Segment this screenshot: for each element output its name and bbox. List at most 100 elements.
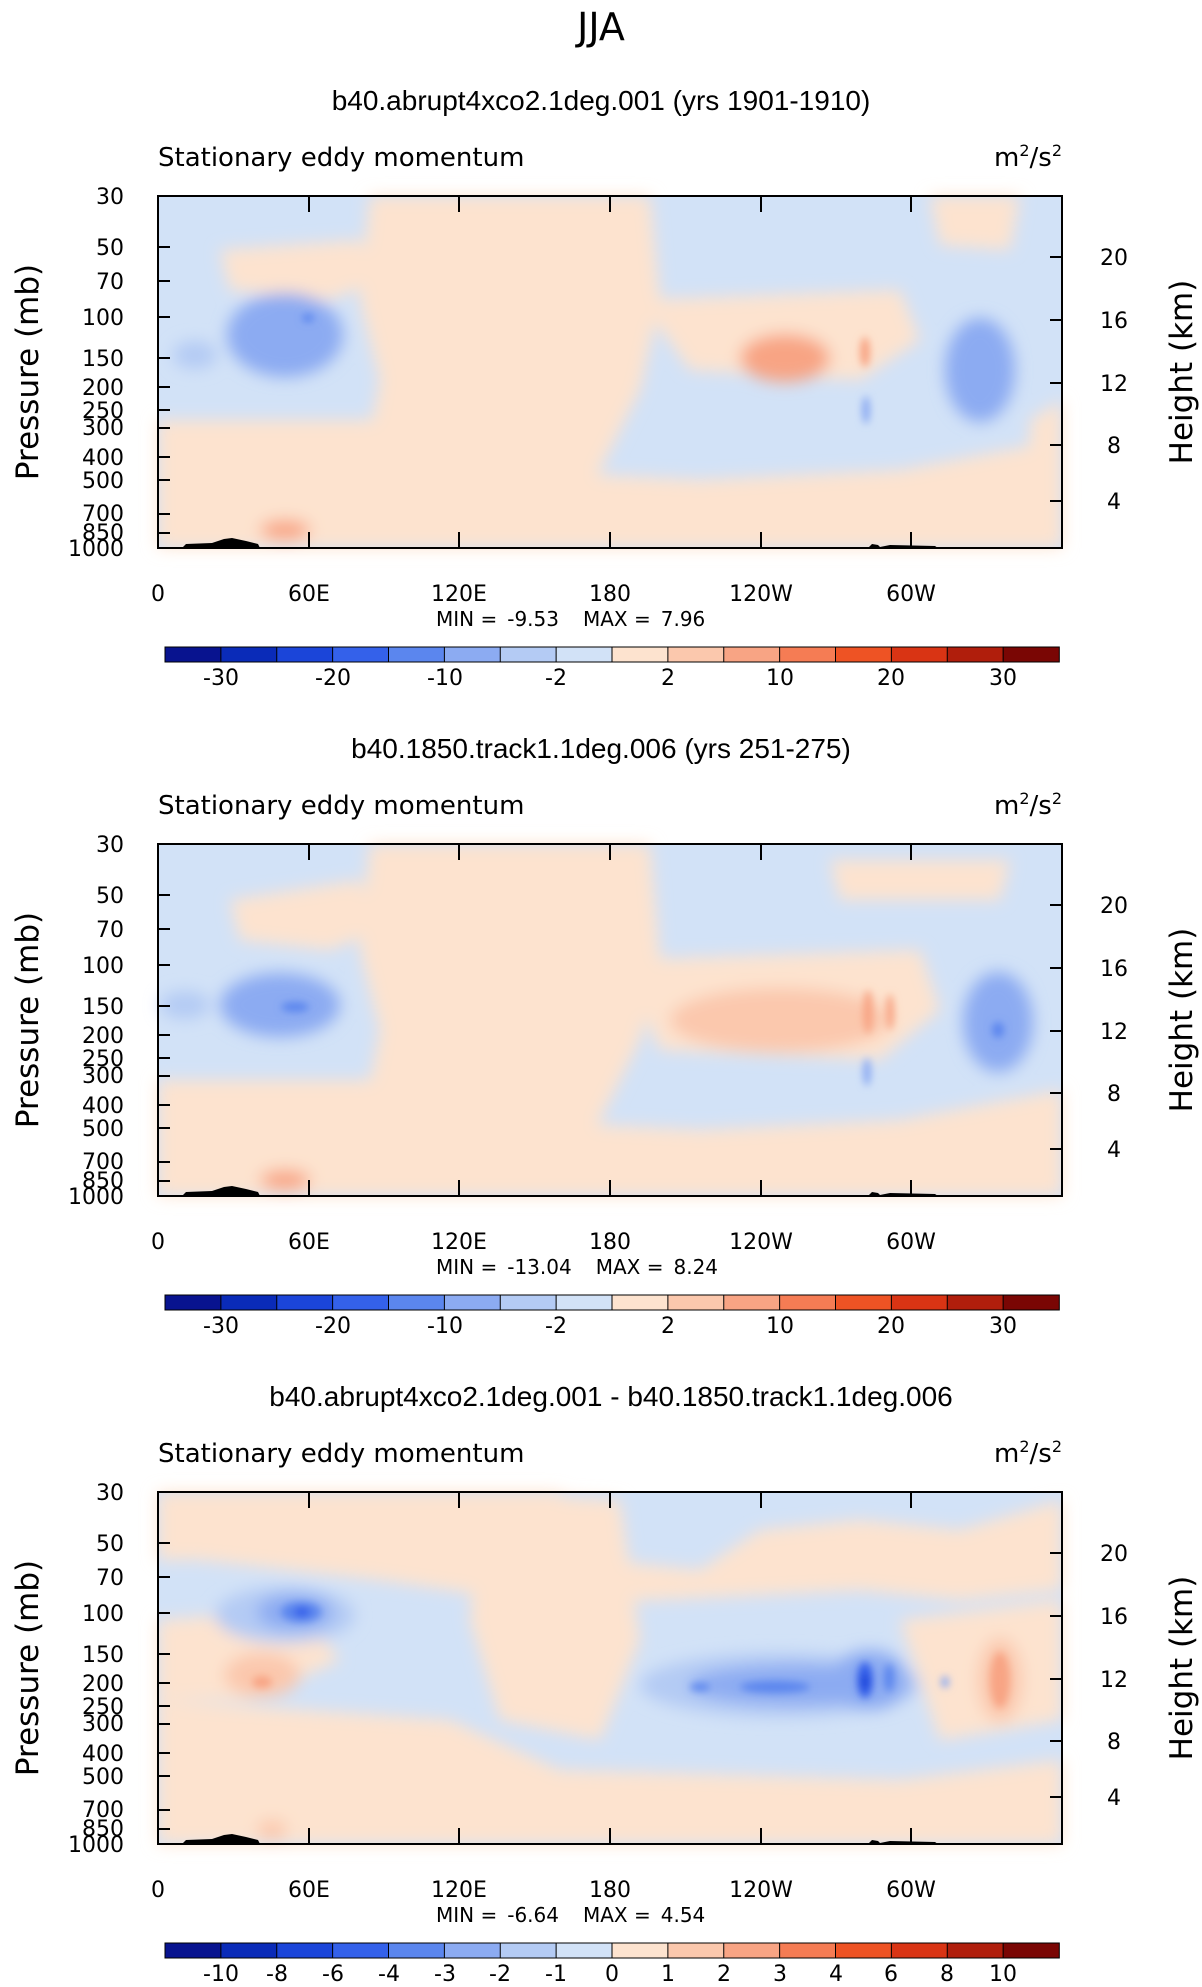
- colorbar-swatch: [443, 1942, 502, 1959]
- panel-3-y-axis-label: Pressure (mb): [10, 1560, 46, 1776]
- colorbar-swatch: [946, 1942, 1004, 1959]
- colorbar-swatch: [1002, 1294, 1060, 1311]
- panel-2-colorbar-label: -2: [545, 1314, 567, 1339]
- colorbar-swatch: [220, 1294, 278, 1311]
- panel-1-colorbar-label: -20: [315, 666, 351, 691]
- colorbar-swatch: [220, 646, 278, 663]
- panel-2-y-right-tick-labels: 20 16 12 8 4: [1100, 894, 1128, 1163]
- panel-1-positive-pacific: [740, 334, 830, 382]
- panel-3-y-tick-labels: 30 50 70 100 150 200 250 300 400 500 700…: [68, 1481, 124, 1858]
- panel-3-positive-east-core: [990, 1652, 1010, 1708]
- panel-1-x-tick-label: 60E: [288, 582, 330, 607]
- figure-title: JJA: [575, 5, 625, 49]
- panel-3-colorbar-label: -3: [434, 1962, 456, 1987]
- panel-3-x-tick-label: 180: [589, 1878, 631, 1903]
- panel-2-min-label: MIN =: [436, 1255, 497, 1279]
- panel-2-y-tick-label: 400: [82, 1094, 124, 1119]
- panel-2-colorbar-label: 20: [877, 1314, 905, 1339]
- panel-1-y-tick-label: 50: [96, 236, 124, 261]
- colorbar-swatch: [555, 646, 613, 663]
- panel-1-subtitle: Stationary eddy momentum: [158, 143, 524, 173]
- panel-3-y-tick-label: 500: [82, 1765, 124, 1790]
- panel-2-x-tick-label: 60W: [886, 1230, 936, 1255]
- panel-1-min-value: -9.53: [507, 607, 559, 631]
- panel-1-y-right-tick-labels: 20 16 12 8 4: [1100, 246, 1128, 515]
- panel-1-small-features: [302, 314, 870, 424]
- panel-3: b40.abrupt4xco2.1deg.001 - b40.1850.trac…: [10, 1381, 1200, 1987]
- colorbar-swatch: [555, 1942, 613, 1959]
- panel-3-contour-fills: [158, 1492, 1062, 1844]
- panel-1-y-tick-label: 700: [82, 502, 124, 527]
- panel-1-units: m2/s2: [994, 141, 1062, 173]
- colorbar-swatch: [332, 1294, 390, 1311]
- panel-1-y-tick-label: 30: [96, 185, 124, 210]
- panel-2-y-right-axis-label: Height (km): [1164, 928, 1200, 1113]
- panel-2-positive-pacific-core: [670, 988, 890, 1052]
- panel-2-y-tick-label: 200: [82, 1024, 124, 1049]
- panel-2-height-tick-label: 16: [1100, 957, 1128, 982]
- colorbar-swatch: [276, 1942, 334, 1959]
- panel-1-y-right-axis-label: Height (km): [1164, 280, 1200, 465]
- colorbar-swatch: [443, 1294, 502, 1311]
- panel-2-colorbar-labels: -30 -20 -10 -2 2 10 20 30: [203, 1314, 1017, 1339]
- panel-3-min-value: -6.64: [507, 1903, 559, 1927]
- colorbar-swatch: [164, 1294, 222, 1311]
- panel-3-colorbar-label: 8: [940, 1962, 954, 1987]
- panel-1-positive-spike: [860, 337, 870, 367]
- colorbar-swatch: [220, 1942, 278, 1959]
- panel-1-y-tick-label: 70: [96, 270, 124, 295]
- panel-2-height-tick-label: 20: [1100, 894, 1128, 919]
- panel-1-colorbar-label: -30: [203, 666, 239, 691]
- panel-2-negative-core-east: [992, 1022, 1004, 1038]
- panel-3-negative-spike-core: [861, 1674, 869, 1690]
- panel-2-negative-spike: [863, 1058, 871, 1086]
- colorbar-swatch: [555, 1294, 613, 1311]
- panel-3-negative-small-east: [941, 1676, 949, 1688]
- panel-2-height-tick-label: 12: [1100, 1020, 1128, 1045]
- panel-1-height-tick-label: 12: [1100, 372, 1128, 397]
- panel-2-colorbar-label: -30: [203, 1314, 239, 1339]
- panel-2-x-tick-label: 180: [589, 1230, 631, 1255]
- colorbar-swatch: [611, 1294, 669, 1311]
- colorbar-swatch: [388, 1942, 446, 1959]
- panel-2-title: b40.1850.track1.1deg.006 (yrs 251-275): [351, 733, 851, 764]
- panel-1-colorbar: [164, 646, 1060, 663]
- panel-2-y-tick-label: 150: [82, 995, 124, 1020]
- colorbar-swatch: [723, 646, 781, 663]
- colorbar-swatch: [835, 646, 893, 663]
- panel-2-x-tick-label: 120W: [729, 1230, 793, 1255]
- colorbar-swatch: [332, 1942, 390, 1959]
- panel-1-negative-east: [945, 318, 1015, 422]
- panel-1-positive-band-right-edge: [1030, 400, 1062, 530]
- panel-1-y-tick-label: 250: [82, 399, 124, 424]
- panel-1-negative-core: [302, 314, 314, 322]
- panel-2-stats: MIN = -13.04 MAX = 8.24: [436, 1255, 718, 1279]
- panel-2-y-tick-label: 250: [82, 1047, 124, 1072]
- panel-3-x-tick-label: 60E: [288, 1878, 330, 1903]
- colorbar-swatch: [723, 1942, 781, 1959]
- panel-3-y-ticks: [158, 1491, 1062, 1845]
- panel-1-y-tick-label: 1000: [68, 537, 124, 562]
- panel-1-height-tick-label: 20: [1100, 246, 1128, 271]
- colorbar-swatch: [388, 1294, 446, 1311]
- panel-1-x-tick-label: 180: [589, 582, 631, 607]
- colorbar-swatch: [779, 1294, 837, 1311]
- panel-1-x-tick-label: 60W: [886, 582, 936, 607]
- panel-3-positive-surface: [257, 1820, 287, 1840]
- panel-2-y-ticks: [158, 843, 1062, 1197]
- panel-3-colorbar-label: 1: [661, 1962, 675, 1987]
- panel-3-x-ticks: [157, 1492, 912, 1844]
- panel-3-height-tick-label: 20: [1100, 1542, 1128, 1567]
- panel-1-max-label: MAX =: [583, 607, 651, 631]
- panel-1-x-tick-label: 0: [151, 582, 165, 607]
- panel-3-colorbar-label: 10: [989, 1962, 1017, 1987]
- panel-2-colorbar-label: -10: [427, 1314, 463, 1339]
- panel-1-max-value: 7.96: [661, 607, 706, 631]
- panel-3-colorbar-labels: -10 -8 -6 -4 -3 -2 -1 0 1 2 3 4 6 8 10: [203, 1962, 1017, 1987]
- panel-2-positive-spike-b: [886, 994, 894, 1030]
- panel-3-y-tick-label: 300: [82, 1712, 124, 1737]
- panel-3-colorbar-label: 0: [605, 1962, 619, 1987]
- panel-2-colorbar-label: -20: [315, 1314, 351, 1339]
- panel-2-positive-band-lower: [158, 1080, 1062, 1196]
- colorbar-swatch: [276, 1294, 334, 1311]
